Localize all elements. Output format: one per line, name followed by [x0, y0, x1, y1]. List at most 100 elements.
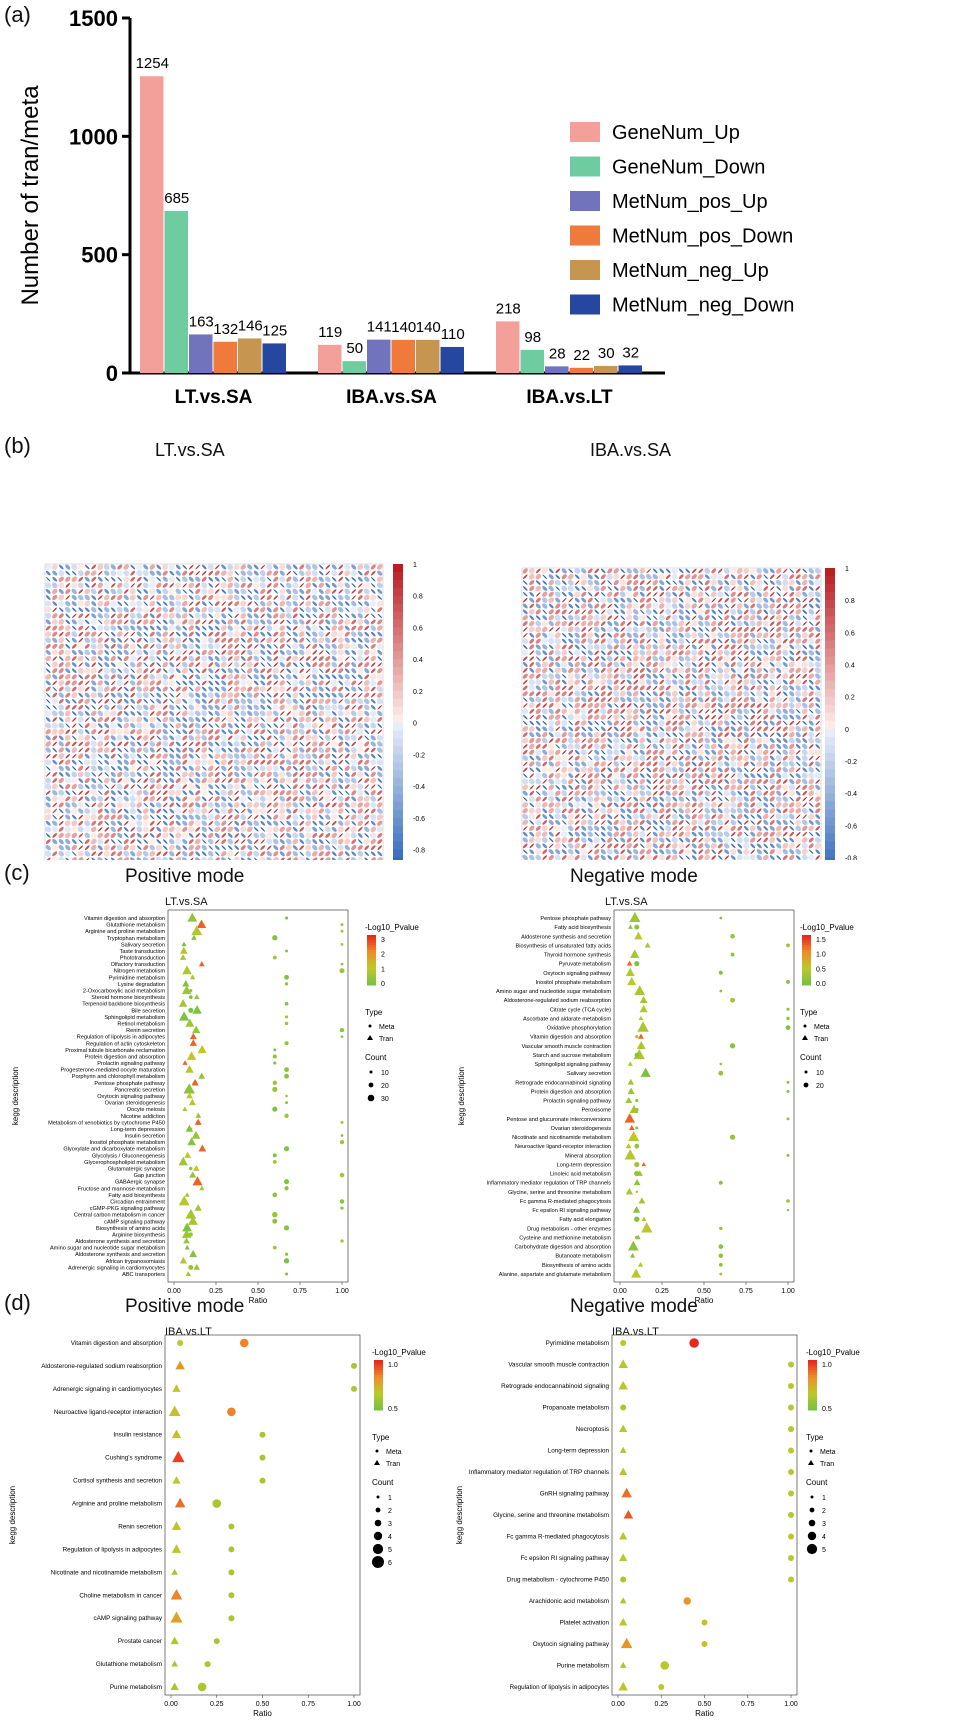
- heatmap-cell: [749, 743, 756, 750]
- heatmap-cell: [364, 631, 370, 637]
- heatmap-cell: [691, 731, 698, 738]
- heatmap-cell: [377, 753, 383, 759]
- heatmap-cell: [351, 729, 356, 734]
- heatmap-cell: [319, 607, 324, 612]
- heatmap-cell: [156, 833, 162, 838]
- heatmap-cell: [91, 820, 97, 826]
- heatmap-cell: [207, 564, 214, 571]
- heatmap-cell: [168, 826, 175, 833]
- heatmap-cell: [149, 772, 155, 777]
- heatmap-cell: [45, 783, 52, 790]
- heatmap-cell: [162, 637, 169, 644]
- heatmap-cell: [136, 667, 143, 674]
- heatmap-cell: [311, 734, 318, 741]
- heatmap-cell: [691, 644, 697, 650]
- heatmap-cell: [45, 570, 51, 576]
- heatmap-cell: [528, 684, 535, 691]
- heatmap-cell: [743, 744, 749, 749]
- heatmap-cell: [91, 631, 97, 637]
- heatmap-cell: [775, 638, 782, 645]
- heatmap-cell: [802, 597, 808, 603]
- heatmap-cell: [143, 631, 149, 637]
- heatmap-cell: [136, 637, 142, 643]
- heatmap-cell: [253, 827, 259, 832]
- heatmap-cell: [535, 843, 541, 849]
- heatmap-cell: [143, 753, 148, 759]
- heatmap-cell: [363, 564, 370, 570]
- heatmap-cell: [344, 734, 351, 741]
- heatmap-cell: [312, 637, 318, 643]
- heatmap-cell: [136, 833, 142, 838]
- heatmap-cell: [646, 831, 651, 837]
- heatmap-cell: [247, 723, 253, 729]
- heatmap-cell: [633, 574, 639, 580]
- heatmap-cell: [279, 777, 286, 784]
- heatmap-cell: [652, 609, 658, 615]
- heatmap-cell: [697, 632, 704, 639]
- heatmap-cell: [698, 737, 704, 744]
- heatmap-cell: [522, 843, 528, 849]
- heatmap-cell: [104, 698, 110, 704]
- heatmap-cell: [548, 826, 554, 831]
- heatmap-cell: [221, 674, 227, 680]
- heatmap-cell: [331, 595, 337, 600]
- heatmap-cell: [182, 759, 188, 765]
- heatmap-cell: [84, 784, 90, 790]
- heatmap-cell: [802, 609, 808, 615]
- heatmap-cell: [652, 714, 658, 720]
- heatmap-cell: [325, 564, 331, 570]
- heatmap-cell: [555, 679, 561, 685]
- heatmap-cell: [45, 582, 52, 589]
- heatmap-cell: [130, 723, 136, 729]
- heatmap-cell: [123, 643, 129, 649]
- heatmap-cell: [227, 759, 233, 765]
- heatmap-cell: [273, 717, 279, 722]
- heatmap-cell: [659, 796, 665, 802]
- heatmap-cell: [711, 603, 717, 609]
- heatmap-cell: [65, 600, 71, 607]
- heatmap-cell: [312, 674, 318, 680]
- heatmap-cell: [717, 779, 723, 784]
- heatmap-cell: [528, 778, 535, 785]
- heatmap-cell: [220, 698, 227, 705]
- heatmap-cell: [548, 603, 554, 609]
- heatmap-cell: [331, 564, 337, 570]
- heatmap-cell: [253, 674, 259, 680]
- heatmap-cell: [285, 698, 292, 705]
- scale-segment: [393, 667, 403, 676]
- heatmap-cell: [318, 644, 324, 649]
- heatmap-cell: [370, 589, 376, 594]
- scale-segment: [393, 571, 403, 581]
- heatmap-cell: [247, 619, 253, 625]
- heatmap-cell: [522, 761, 528, 767]
- heatmap-cell: [292, 662, 298, 667]
- heatmap-cell: [363, 606, 370, 613]
- heatmap-cell: [71, 759, 77, 765]
- heatmap-cell: [685, 615, 691, 621]
- heatmap-cell: [685, 609, 691, 615]
- heatmap-cell: [286, 857, 292, 860]
- heatmap-cell: [815, 714, 821, 720]
- heatmap-cell: [260, 704, 266, 710]
- heatmap-cell: [331, 607, 337, 613]
- heatmap-cell: [671, 737, 678, 744]
- heatmap-cell: [338, 674, 344, 680]
- heatmap-cell: [775, 661, 782, 668]
- heatmap-cell: [561, 609, 567, 615]
- heatmap-cell: [214, 594, 221, 601]
- heatmap-cell: [685, 568, 691, 574]
- heatmap-cell: [357, 710, 364, 717]
- heatmap-cell: [104, 820, 110, 826]
- heatmap-cell: [78, 820, 84, 826]
- heatmap-cell: [522, 644, 528, 650]
- heatmap-cell: [717, 813, 723, 820]
- heatmap-cell: [652, 767, 658, 773]
- heatmap-cell: [652, 708, 658, 714]
- heatmap-cell: [279, 851, 285, 857]
- heatmap-cell: [240, 765, 246, 771]
- heatmap-cell: [91, 564, 97, 570]
- heatmap-cell: [377, 656, 383, 661]
- heatmap-cell: [266, 698, 272, 704]
- heatmap-cell: [77, 686, 84, 693]
- heatmap-cell: [58, 692, 64, 698]
